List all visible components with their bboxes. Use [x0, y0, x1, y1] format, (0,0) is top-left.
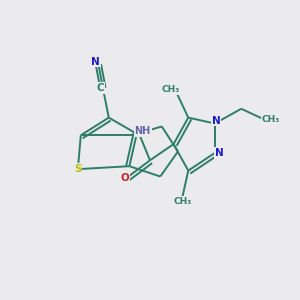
- Text: N: N: [91, 57, 100, 67]
- Text: S: S: [74, 164, 82, 174]
- Text: C: C: [96, 83, 104, 93]
- Text: N: N: [215, 148, 224, 158]
- Text: CH₃: CH₃: [262, 115, 280, 124]
- Text: CH₃: CH₃: [161, 85, 180, 94]
- Text: NH: NH: [134, 126, 151, 136]
- Text: O: O: [121, 173, 129, 183]
- Text: N: N: [212, 116, 220, 126]
- Text: CH₃: CH₃: [173, 197, 191, 206]
